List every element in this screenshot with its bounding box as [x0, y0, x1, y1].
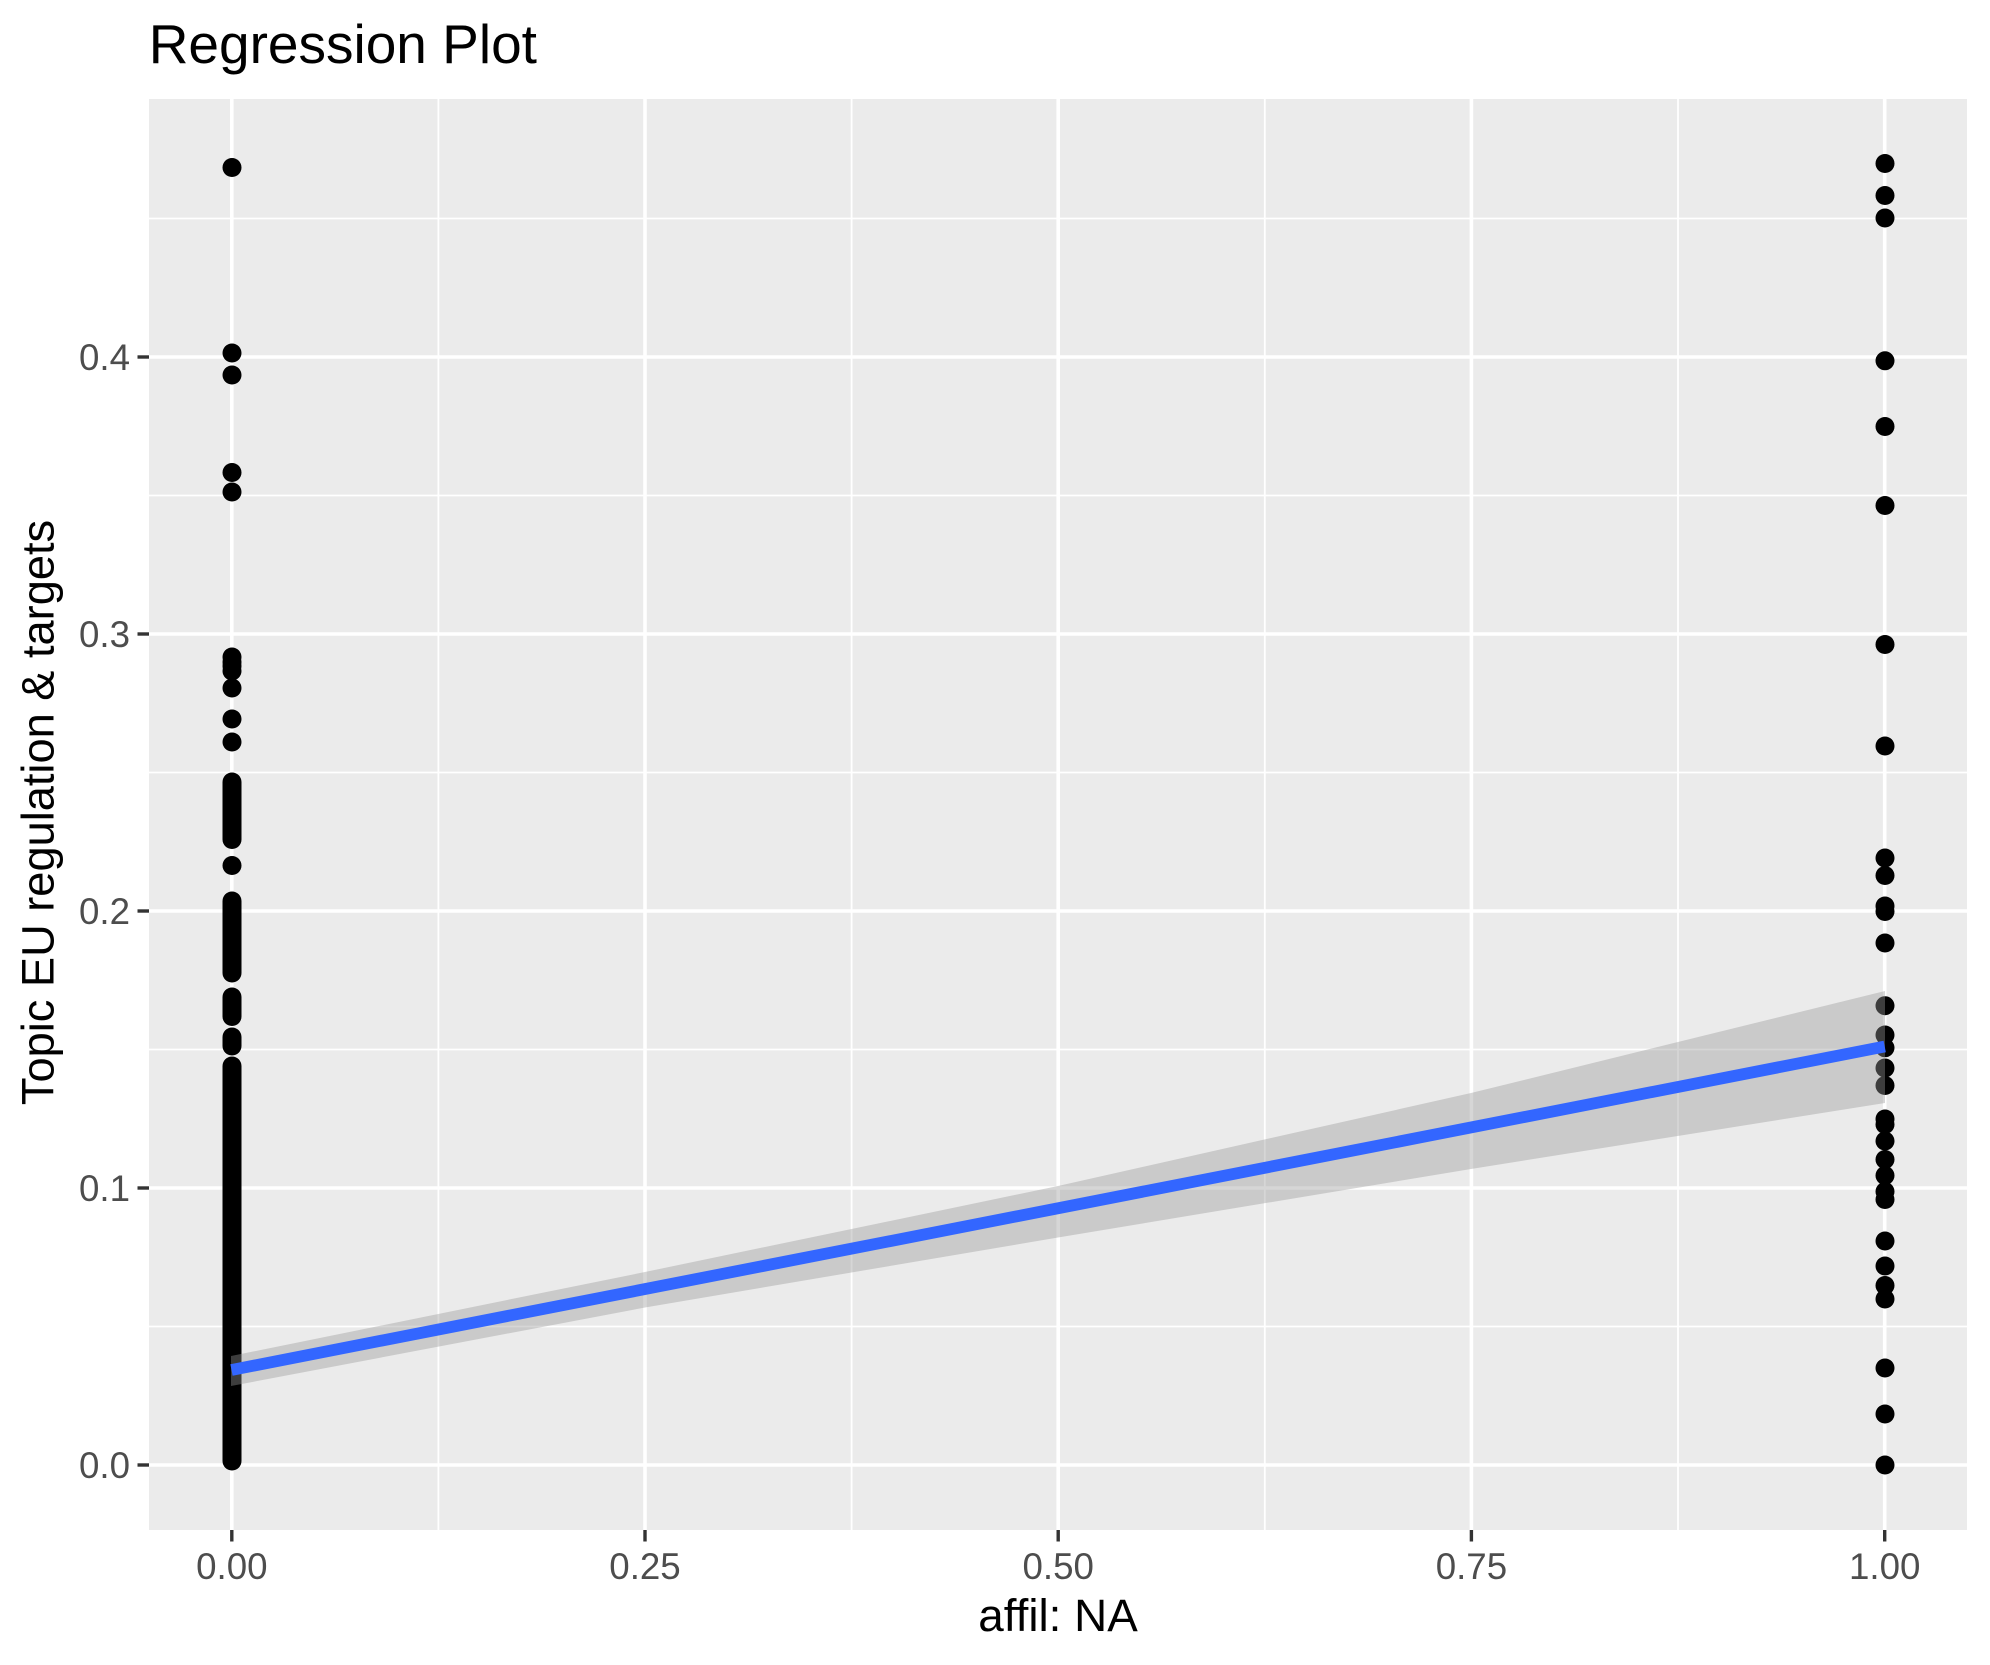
- svg-text:affil: NA: affil: NA: [978, 1590, 1138, 1641]
- svg-text:0.2: 0.2: [79, 891, 130, 932]
- svg-text:0.25: 0.25: [609, 1546, 680, 1587]
- svg-text:0.4: 0.4: [79, 337, 130, 378]
- svg-text:0.1: 0.1: [79, 1168, 130, 1209]
- svg-text:0.00: 0.00: [196, 1546, 267, 1587]
- svg-text:0.75: 0.75: [1436, 1546, 1507, 1587]
- svg-text:0.50: 0.50: [1022, 1546, 1093, 1587]
- svg-text:Regression Plot: Regression Plot: [149, 13, 537, 75]
- svg-text:0.3: 0.3: [79, 614, 130, 655]
- svg-text:0.0: 0.0: [79, 1445, 130, 1486]
- svg-text:Topic EU regulation & targets: Topic EU regulation & targets: [12, 520, 63, 1105]
- svg-text:1.00: 1.00: [1849, 1546, 1920, 1587]
